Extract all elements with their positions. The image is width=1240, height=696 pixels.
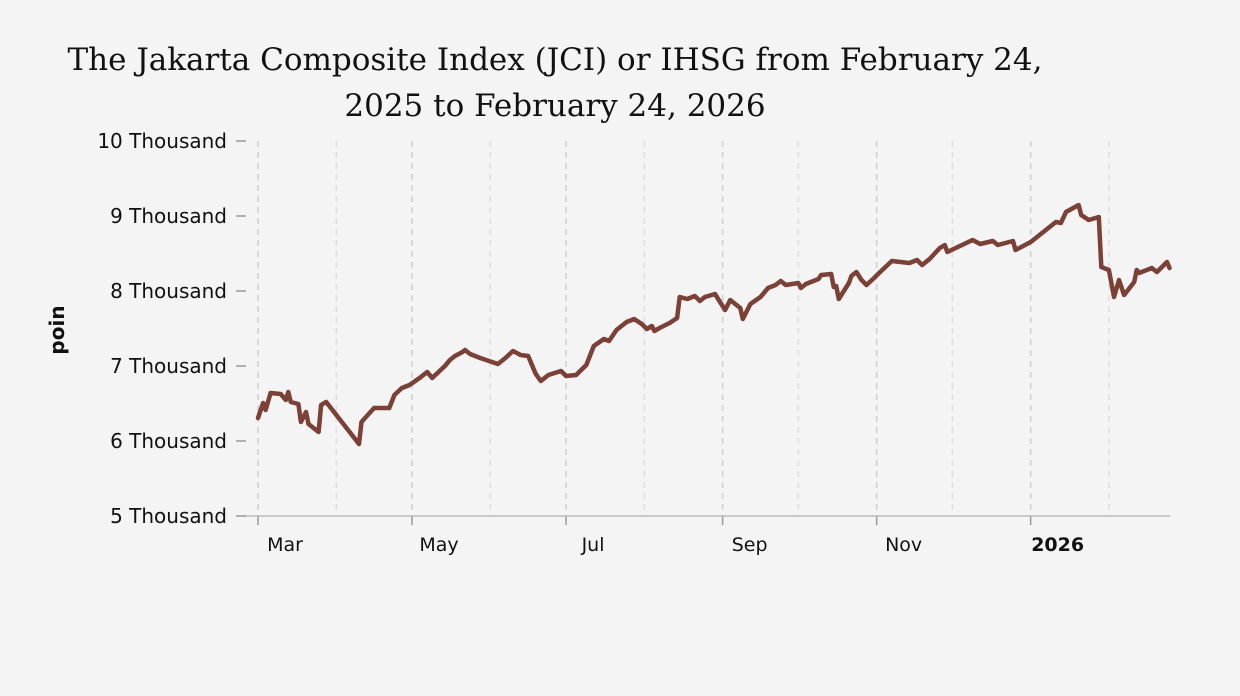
x-tick-label: May	[419, 534, 458, 556]
x-tick-label: 2026	[1031, 534, 1084, 556]
y-tick-label: 5 Thousand	[110, 504, 227, 528]
chart-title-line2: 2025 to February 24, 2026	[344, 88, 766, 124]
y-tick-label: 6 Thousand	[110, 429, 227, 453]
x-tick-label: Jul	[581, 534, 605, 556]
y-tick-label: 9 Thousand	[110, 204, 227, 228]
y-tick-label: 10 Thousand	[97, 129, 227, 153]
y-tick-label: 7 Thousand	[110, 354, 227, 378]
series-line-ihsg	[255, 202, 1172, 447]
x-tick-label: Mar	[267, 534, 303, 556]
x-tick-label: Nov	[885, 534, 922, 556]
x-tick-label: Sep	[732, 534, 768, 556]
y-tick-label: 8 Thousand	[110, 279, 227, 303]
y-axis-title: poin	[45, 305, 69, 354]
chart-title-line1: The Jakarta Composite Index (JCI) or IHS…	[67, 42, 1043, 78]
